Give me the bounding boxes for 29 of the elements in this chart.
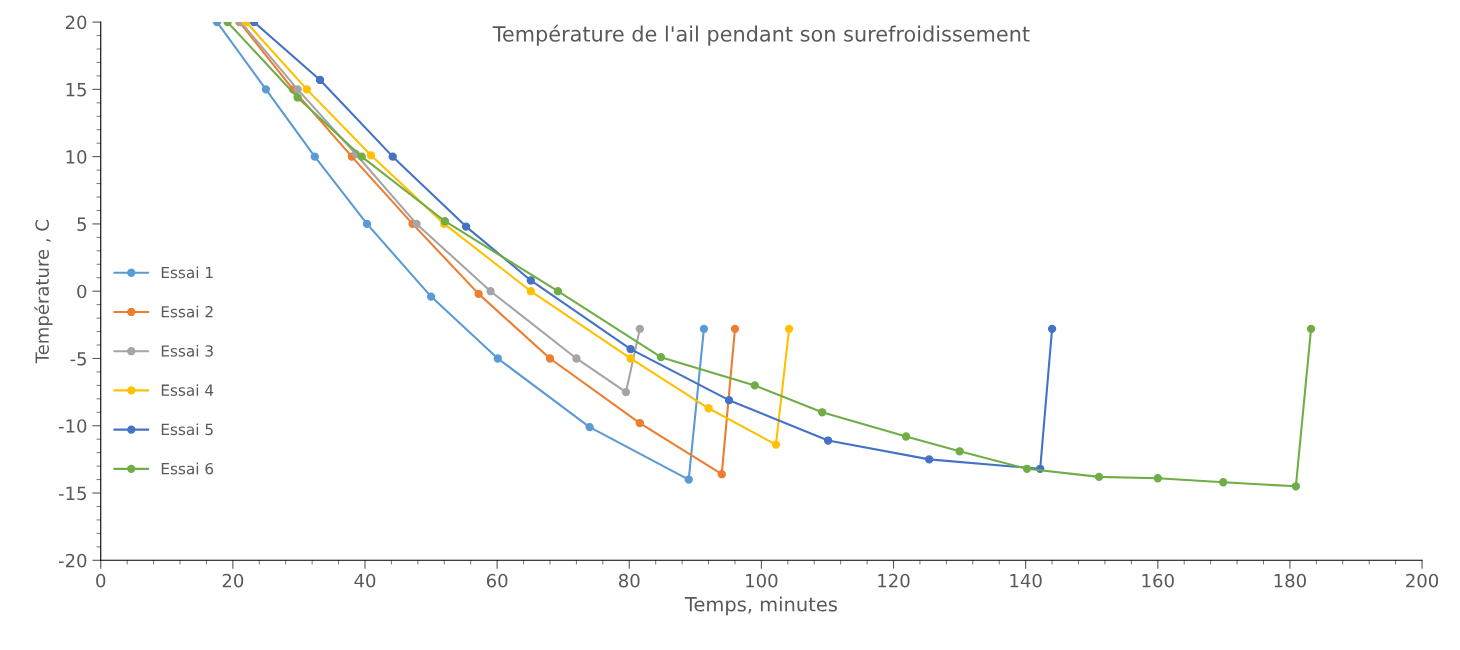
x-tick-label: 120 <box>878 573 910 588</box>
legend-label: Essai 1 <box>161 266 213 279</box>
legend-label: Essai 2 <box>161 305 213 318</box>
legend-label: Essai 5 <box>161 423 213 436</box>
chart-title: Température de l'ail pendant son surefroidissement <box>492 24 1030 46</box>
x-tick-label: 100 <box>746 573 778 588</box>
x-tick-label: 20 <box>222 573 244 588</box>
x-tick-label: 40 <box>354 573 376 588</box>
y-tick-label: -5 <box>70 352 86 366</box>
x-tick-label: 140 <box>1010 573 1042 588</box>
y-tick-label: 5 <box>77 217 86 232</box>
legend-label: Essai 4 <box>161 384 214 396</box>
x-tick-label: 80 <box>619 573 640 588</box>
x-tick-label: 160 <box>1142 573 1174 588</box>
x-tick-label: 200 <box>1406 573 1439 588</box>
y-tick-label: -10 <box>58 419 87 433</box>
x-tick-label: 60 <box>486 573 508 588</box>
y-tick-label: 10 <box>66 150 87 164</box>
y-axis-title: Température , C <box>34 220 53 364</box>
y-tick-label: 20 <box>65 15 87 30</box>
y-tick-label: -20 <box>58 553 87 568</box>
x-tick-label: 180 <box>1274 573 1306 588</box>
y-tick-label: 15 <box>66 83 86 97</box>
x-axis-title: Temps, minutes <box>684 596 837 616</box>
legend-label: Essai 3 <box>161 344 213 357</box>
x-tick-label: 0 <box>96 573 106 588</box>
y-tick-label: 0 <box>77 284 87 299</box>
y-tick-label: -15 <box>58 486 86 501</box>
legend-label: Essai 6 <box>161 462 214 475</box>
